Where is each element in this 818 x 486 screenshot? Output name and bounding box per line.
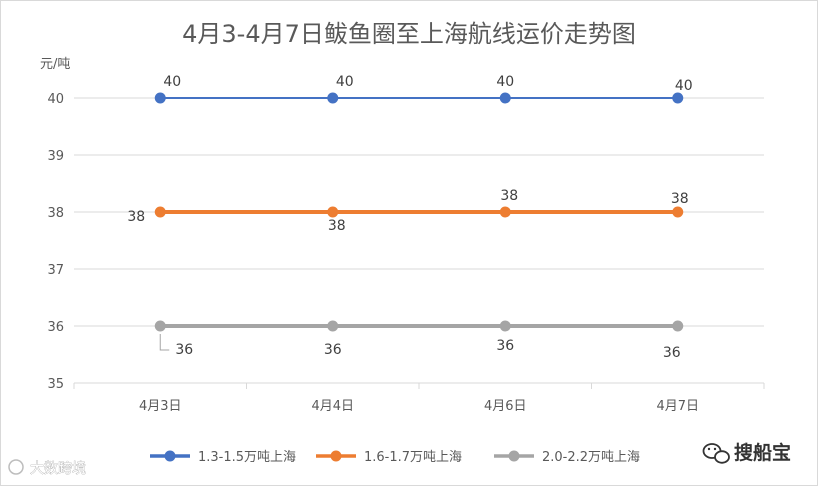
series-1-point — [327, 92, 339, 104]
series-3-point — [154, 320, 166, 332]
leader-line — [159, 334, 170, 351]
series-1-point — [154, 92, 166, 104]
watermark-text: 大数跨境 — [30, 461, 86, 477]
watermark-logo-icon — [8, 459, 24, 475]
data-label: 40 — [336, 74, 354, 90]
series-layer — [154, 92, 684, 332]
brand: 搜船宝 — [702, 441, 791, 464]
series-2-point — [327, 206, 339, 218]
data-label: 36 — [324, 342, 342, 358]
data-label: 40 — [675, 78, 693, 94]
y-tick-labels: 35 36 37 38 39 40 — [47, 92, 64, 392]
data-label: 40 — [496, 74, 514, 90]
series-2-point — [672, 206, 684, 218]
data-label: 36 — [175, 342, 193, 358]
x-tick-label: 4月6日 — [484, 399, 527, 414]
series-2-point — [499, 206, 511, 218]
series-3-point — [327, 320, 339, 332]
y-tick-label: 36 — [47, 320, 64, 335]
legend-swatch-marker — [508, 450, 520, 462]
series-3-point — [672, 320, 684, 332]
legend-label: 1.3-1.5万吨上海 — [198, 450, 296, 465]
legend-swatch-marker — [164, 450, 176, 462]
y-tick-label: 38 — [47, 206, 64, 221]
data-label: 38 — [127, 209, 145, 225]
data-label: 38 — [671, 191, 689, 207]
series-3-point — [499, 320, 511, 332]
x-tick-label: 4月3日 — [139, 399, 182, 414]
chart-title: 4月3-4月7日鲅鱼圈至上海航线运价走势图 — [182, 20, 636, 48]
brand-name: 搜船宝 — [734, 441, 791, 464]
x-category-labels: 4月3日 4月4日 4月6日 4月7日 — [139, 399, 699, 414]
legend-swatch-marker — [330, 450, 342, 462]
data-label: 38 — [500, 188, 518, 204]
data-label: 38 — [328, 218, 346, 234]
y-tick-label: 37 — [47, 263, 64, 278]
data-label: 40 — [163, 74, 181, 90]
wechat-icon — [702, 443, 730, 464]
series-2-point — [154, 206, 166, 218]
legend-label: 1.6-1.7万吨上海 — [364, 450, 462, 465]
legend-label: 2.0-2.2万吨上海 — [542, 450, 640, 465]
x-tick-label: 4月7日 — [656, 399, 699, 414]
data-label: 36 — [496, 338, 514, 354]
y-tick-label: 35 — [47, 377, 64, 392]
data-labels: 40 40 40 40 38 38 38 38 36 36 36 36 — [127, 74, 692, 361]
watermark: 大数跨境 — [8, 459, 86, 477]
legend: 1.3-1.5万吨上海 1.6-1.7万吨上海 2.0-2.2万吨上海 — [150, 450, 640, 465]
y-tick-label: 39 — [47, 149, 64, 164]
data-label: 36 — [663, 345, 681, 361]
x-tick-label: 4月4日 — [311, 399, 354, 414]
y-tick-label: 40 — [47, 92, 64, 107]
series-1-point — [672, 92, 684, 104]
series-1-point — [499, 92, 511, 104]
y-axis-unit: 元/吨 — [40, 57, 70, 72]
